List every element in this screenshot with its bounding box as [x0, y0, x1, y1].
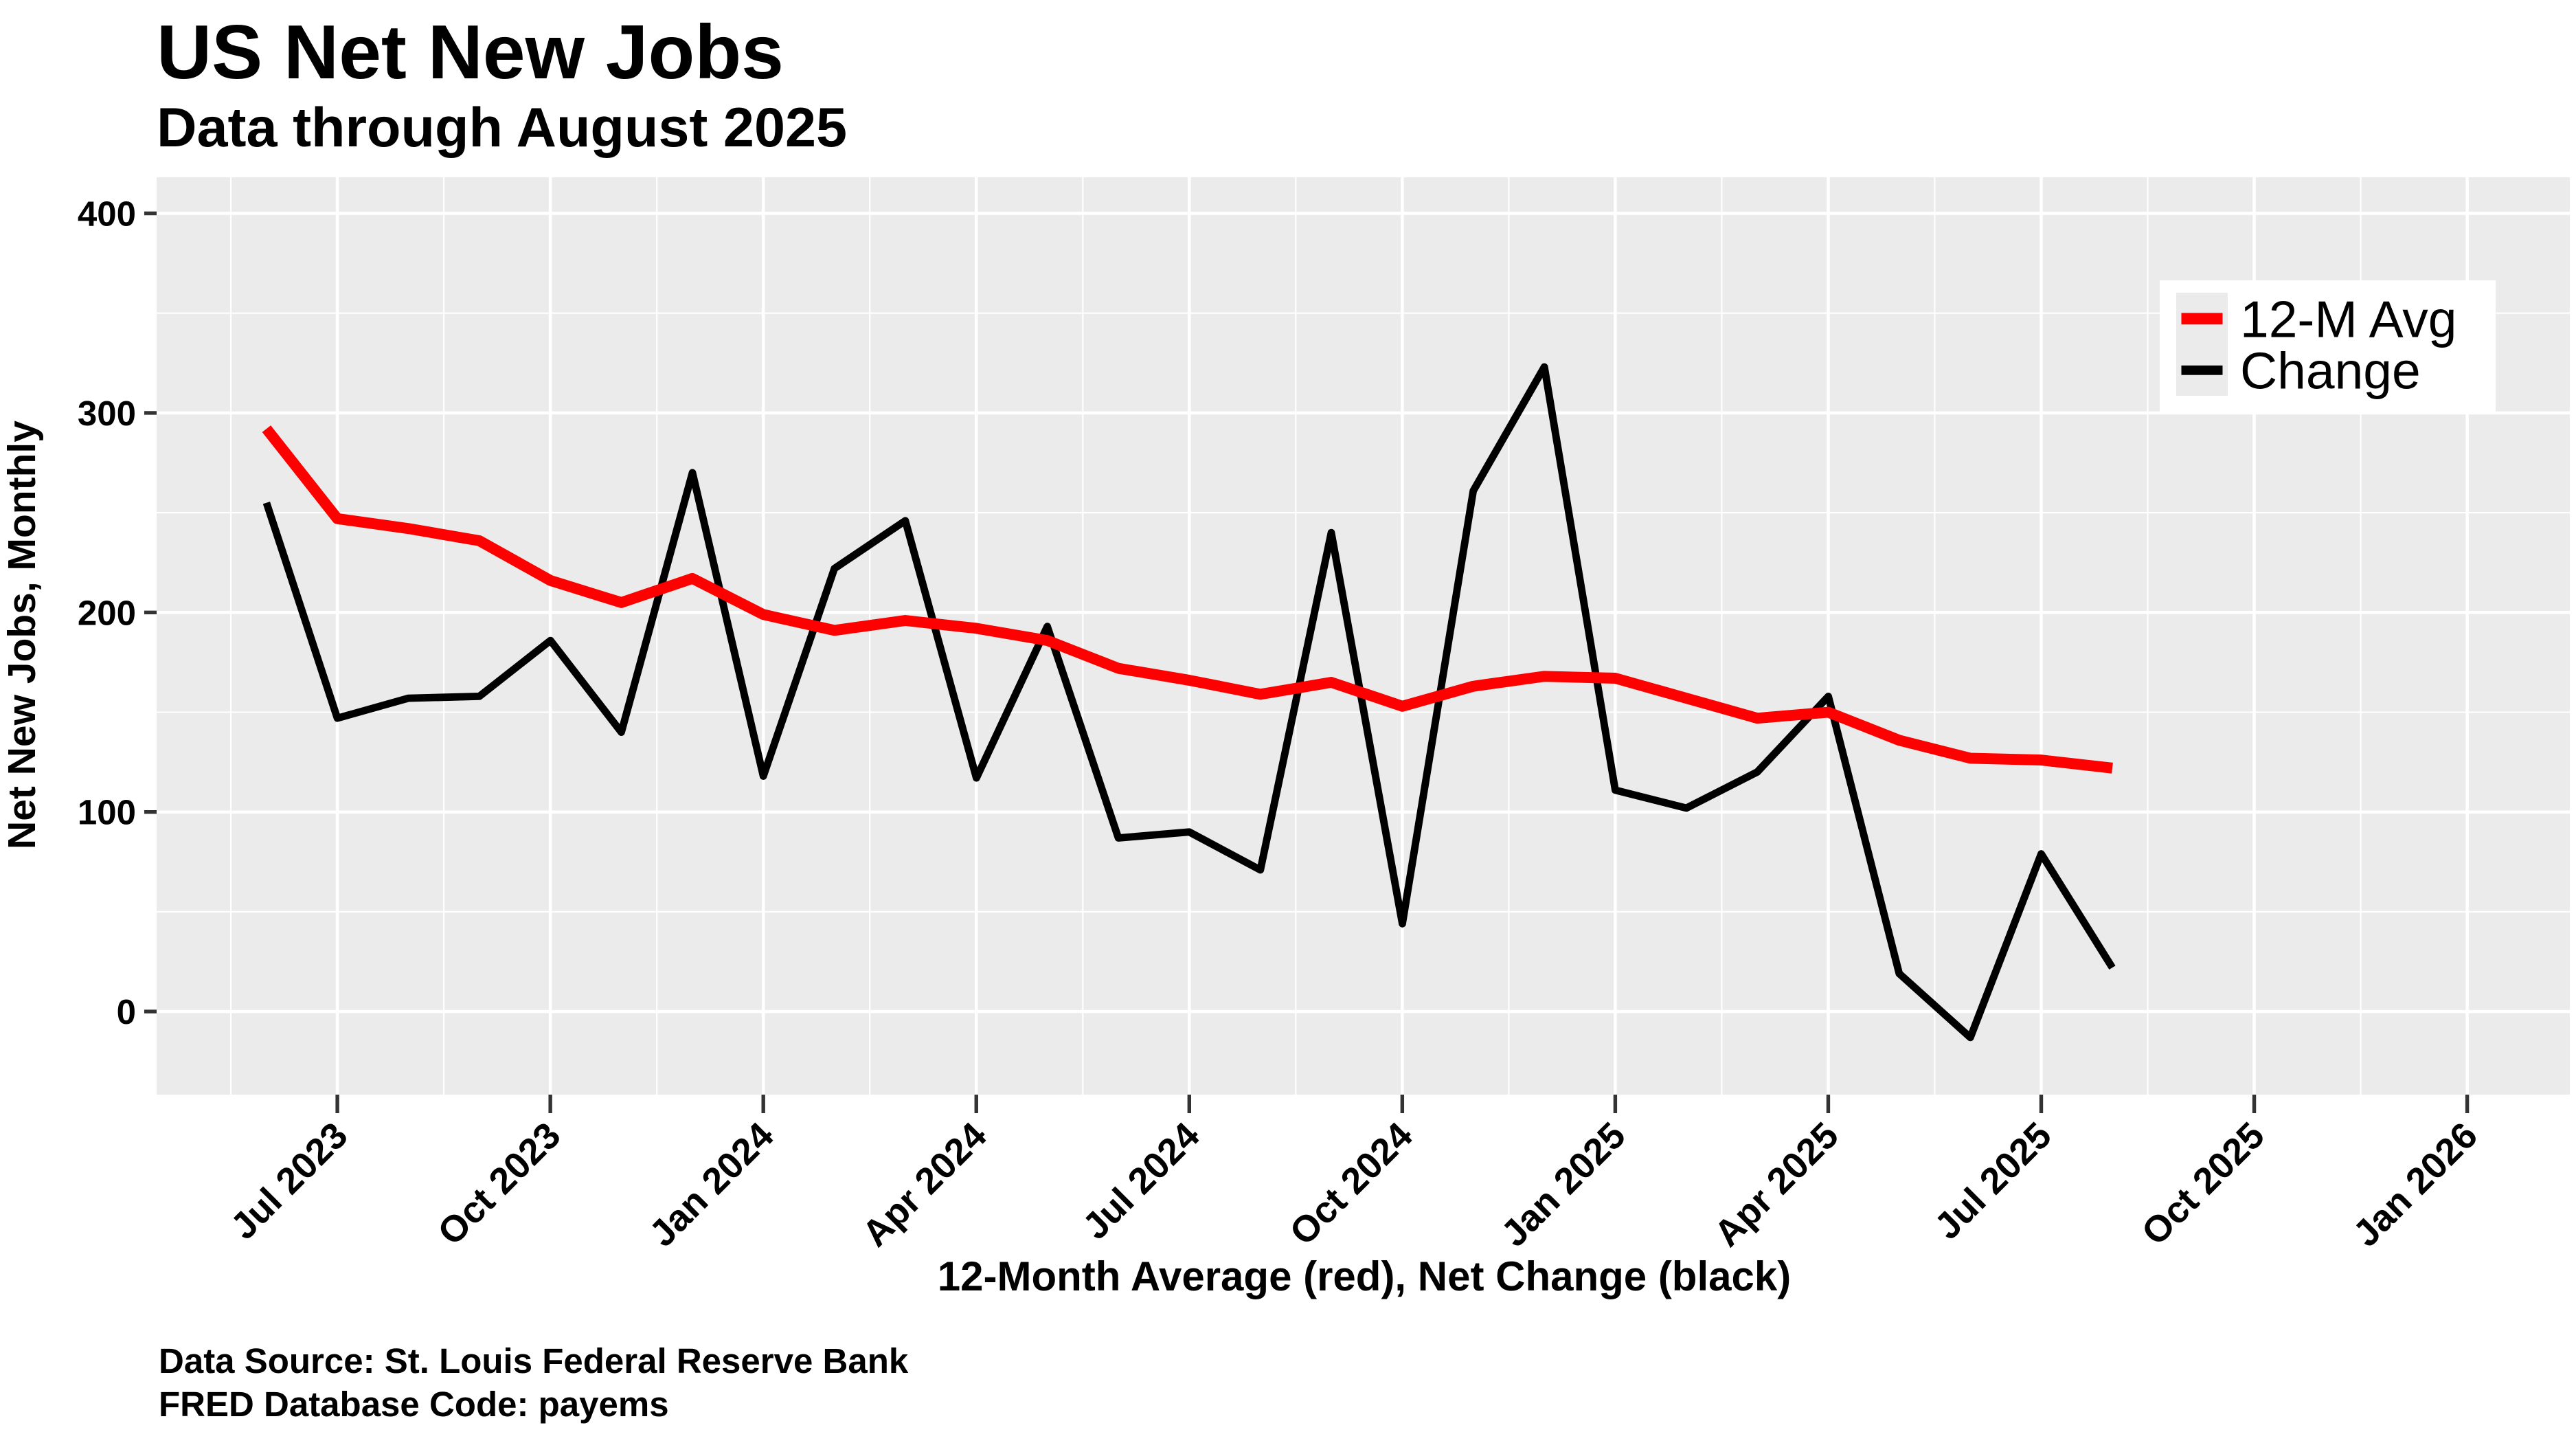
x-tick-label: Jul 2024 — [1075, 1115, 1208, 1247]
x-tick-label: Oct 2023 — [430, 1115, 569, 1253]
x-axis-tick-labels: Jul 2023 Oct 2023 Jan 2024 Apr 2024 Jul 2024… — [223, 1115, 2485, 1255]
x-axis-ticks — [335, 1095, 2470, 1113]
x-tick-label: Jul 2023 — [223, 1115, 355, 1247]
x-axis-title: 12-Month Average (red), Net Change (blac… — [938, 1253, 1791, 1299]
y-axis-title: Net New Jobs, Monthly — [0, 421, 44, 849]
gridlines-major — [157, 177, 2570, 1095]
legend-label-change: Change — [2240, 342, 2421, 400]
avg-line — [262, 425, 2113, 774]
page-title: US Net New Jobs — [157, 10, 784, 95]
x-tick-label: Apr 2025 — [1706, 1115, 1846, 1255]
series-lines — [262, 363, 2116, 1042]
y-tick-label: 400 — [78, 194, 136, 234]
y-axis-tick-labels: 0 100 200 300 400 — [78, 194, 136, 1032]
x-tick-label: Jan 2025 — [1493, 1115, 1634, 1255]
y-axis-ticks — [144, 211, 157, 1014]
x-tick-label: Jan 2024 — [642, 1115, 782, 1255]
change-line — [262, 363, 2116, 1042]
x-tick-label: Oct 2025 — [2134, 1115, 2272, 1253]
footer-code: FRED Database Code: payems — [159, 1385, 669, 1424]
footer-source: Data Source: St. Louis Federal Reserve B… — [159, 1341, 909, 1380]
page-subtitle: Data through August 2025 — [157, 97, 847, 159]
x-tick-label: Apr 2024 — [855, 1115, 995, 1255]
y-tick-label: 0 — [117, 992, 136, 1031]
x-tick-label: Jul 2025 — [1927, 1115, 2059, 1247]
legend-swatch-avg-icon — [2181, 313, 2223, 325]
legend-label-avg: 12-M Avg — [2240, 291, 2456, 348]
x-tick-label: Oct 2024 — [1282, 1115, 1421, 1253]
x-tick-label: Jan 2026 — [2345, 1115, 2485, 1255]
legend-swatch-change-icon — [2181, 365, 2223, 375]
y-tick-label: 300 — [78, 394, 136, 433]
y-tick-label: 100 — [78, 793, 136, 832]
y-tick-label: 200 — [78, 593, 136, 632]
legend: 12-M Avg Change — [2160, 280, 2496, 412]
